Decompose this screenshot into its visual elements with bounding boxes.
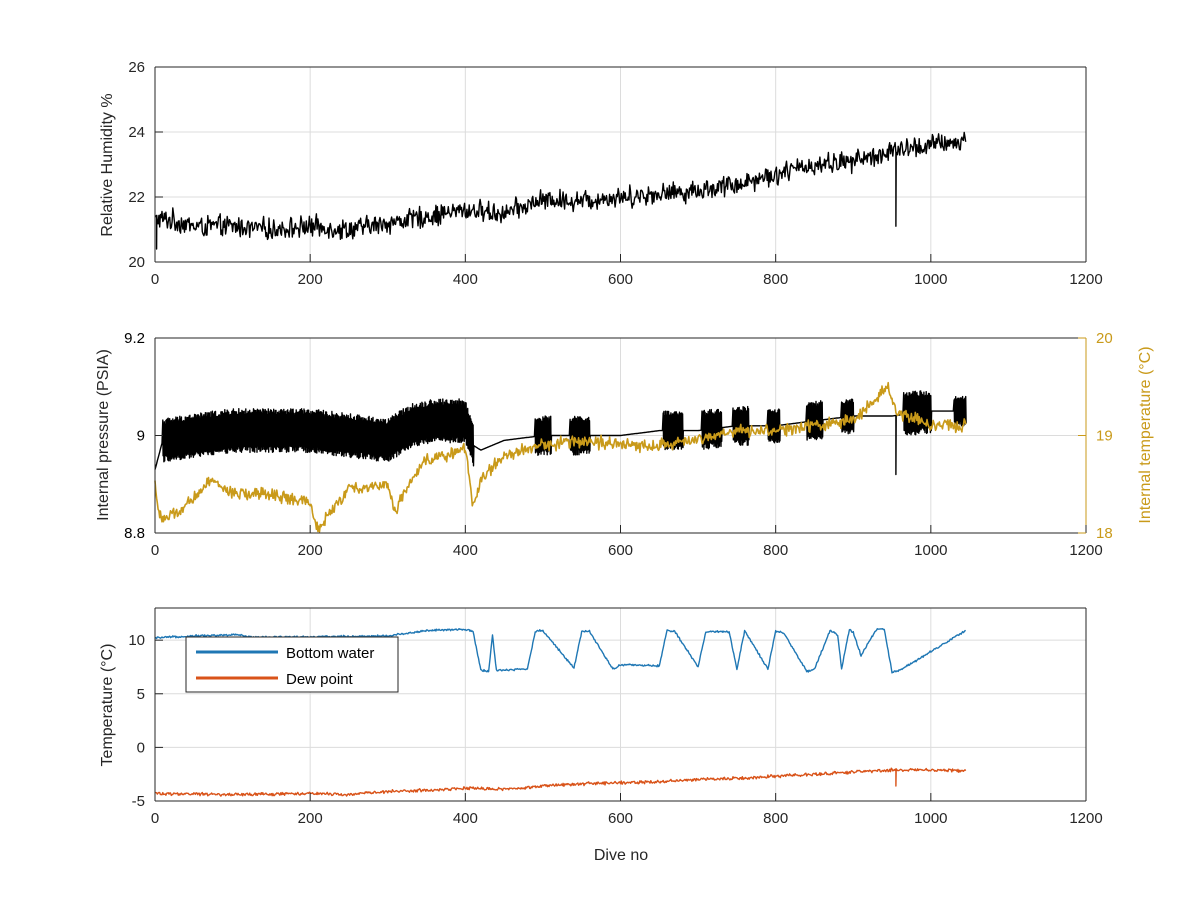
y-tick-label: 20 — [128, 254, 145, 271]
x-tick-label-c: 400 — [453, 810, 478, 827]
y-right-tick-label: 18 — [1096, 525, 1113, 542]
legend-label-dew-point: Dew point — [286, 671, 354, 688]
y-tick-label: 9 — [137, 428, 145, 445]
y-right-tick-label: 19 — [1096, 428, 1113, 445]
x-tick-label-e: 800 — [763, 542, 788, 559]
pressure-temperature-panel: 0 200 400 600 800 1000 1200 8.8 9 9.2 18 19 20 — [124, 330, 1113, 559]
y-tick-label: -5 — [132, 793, 145, 810]
humidity-panel: 0 200 400 600 800 1000 1200 20 22 24 26 — [128, 59, 1102, 288]
series-line-relative-humidity — [154, 131, 967, 250]
x-tick-label-b: 200 — [298, 810, 323, 827]
x-tick-label-a: 0 — [151, 271, 159, 288]
x-tick-label-e: 800 — [763, 810, 788, 827]
series-line-internal-temperature — [154, 381, 967, 533]
humidity-ylabel: Relative Humidity % — [99, 93, 116, 236]
y-tick-label: 24 — [128, 124, 145, 141]
x-tick-label-b: 200 — [298, 542, 323, 559]
x-tick-label-f: 1000 — [914, 542, 947, 559]
pressure-ylabel: Internal pressure (PSIA) — [95, 349, 112, 521]
x-tick-label-g: 1200 — [1069, 810, 1102, 827]
x-tick-label-e: 800 — [763, 271, 788, 288]
y-tick-label: 10 — [128, 632, 145, 649]
temperature-ylabel: Temperature (°C) — [99, 644, 116, 767]
series-line-internal-pressure — [154, 390, 967, 476]
x-tick-label-f: 1000 — [914, 271, 947, 288]
legend-box — [185, 636, 399, 693]
y-tick-label: 9.2 — [124, 330, 145, 347]
y-tick-label: 26 — [128, 59, 145, 76]
xlabel-dive-no: Dive no — [594, 847, 648, 864]
y-tick-label: 0 — [137, 739, 145, 756]
y-tick-label: 8.8 — [124, 525, 145, 542]
x-tick-label-a: 0 — [151, 810, 159, 827]
x-tick-label-g: 1200 — [1069, 542, 1102, 559]
y-tick-label: 5 — [137, 686, 145, 703]
legend: Bottom water Dew point — [185, 636, 399, 693]
series-line-dew-point — [155, 767, 967, 797]
x-tick-label-c: 400 — [453, 542, 478, 559]
internal-temperature-ylabel: Internal temperature (°C) — [1137, 346, 1154, 523]
x-tick-label-d: 600 — [608, 271, 633, 288]
x-tick-label-d: 600 — [608, 810, 633, 827]
legend-label-bottom-water: Bottom water — [286, 645, 374, 662]
x-tick-label-d: 600 — [608, 542, 633, 559]
x-tick-label-g: 1200 — [1069, 271, 1102, 288]
y-tick-label: 22 — [128, 189, 145, 206]
y-right-tick-label: 20 — [1096, 330, 1113, 347]
x-tick-label-a: 0 — [151, 542, 159, 559]
x-tick-label-c: 400 — [453, 271, 478, 288]
x-tick-label-f: 1000 — [914, 810, 947, 827]
x-tick-label-b: 200 — [298, 271, 323, 288]
